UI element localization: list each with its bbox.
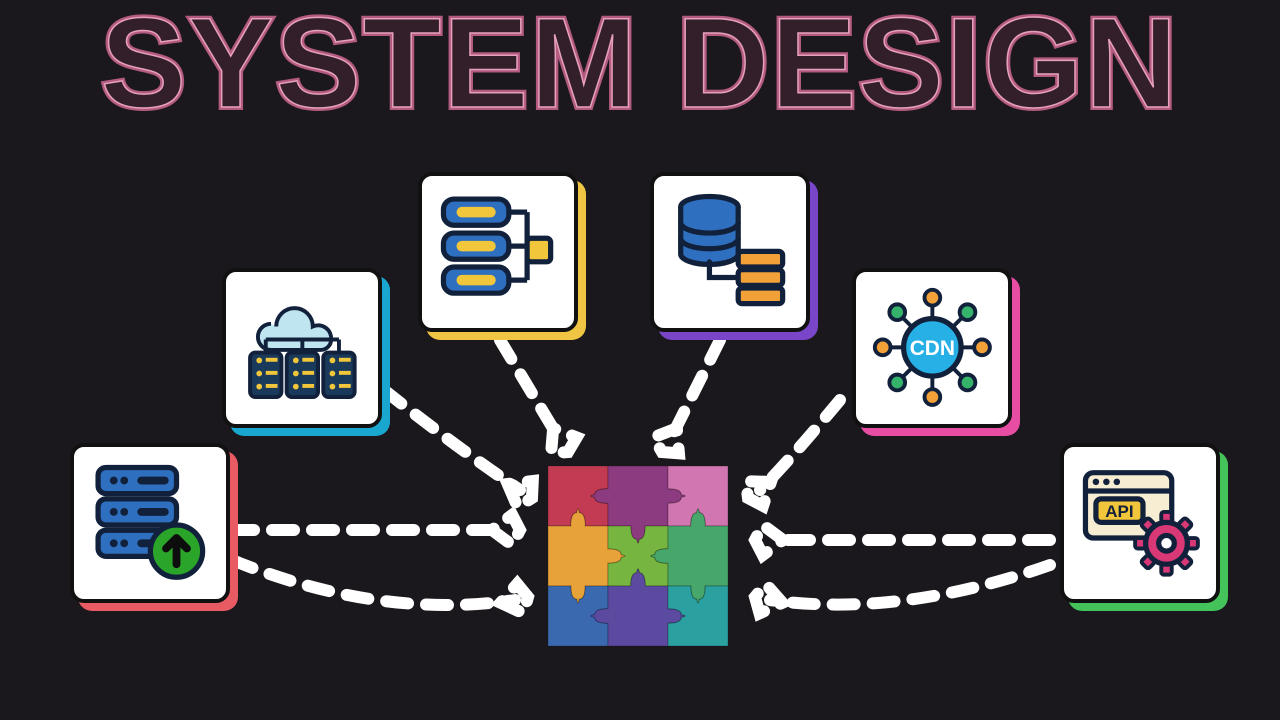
arrowhead-api-gear-2 [755,584,782,614]
arrow-cloud-servers [384,390,520,490]
infographic-stage: SYSTEM DESIGN SYSTEM DESIGN SYSTEM DESIG… [0,0,1280,720]
arrow-api-gear-2 [770,565,1050,605]
puzzle-grid [548,466,728,651]
arrowhead-cdn [746,481,771,506]
card-api-gear: API [1060,443,1220,603]
arrowhead-cloud-servers [508,481,533,507]
arrow-cdn [760,400,840,490]
cdn-icon: CDN [867,282,998,413]
arrowhead-server-upload [492,515,520,545]
api-gear-icon: API [1075,457,1206,588]
servers-branch-icon [433,186,564,317]
arrow-server-upload-2 [232,560,515,605]
arrow-database-storage [670,340,720,440]
database-storage-icon [665,186,796,317]
svg-text:CDN: CDN [909,337,954,360]
card-cloud-servers [222,268,382,428]
title-stroke-layer: SYSTEM DESIGN [101,0,1180,135]
card-database-storage [650,172,810,332]
card-servers-branch [418,172,578,332]
server-upload-icon [85,457,216,588]
arrowhead-database-storage [653,428,679,453]
svg-text:API: API [1105,502,1133,521]
card-cdn: CDN [852,268,1012,428]
arrowhead-servers-branch [551,428,577,453]
cloud-servers-icon [237,282,368,413]
page-title: SYSTEM DESIGN SYSTEM DESIGN SYSTEM DESIG… [0,0,1280,128]
arrow-servers-branch [500,340,560,440]
arrowhead-server-upload-2 [501,584,528,614]
card-server-upload [70,443,230,603]
arrowhead-api-gear [755,525,783,555]
puzzle-svg [548,466,728,646]
